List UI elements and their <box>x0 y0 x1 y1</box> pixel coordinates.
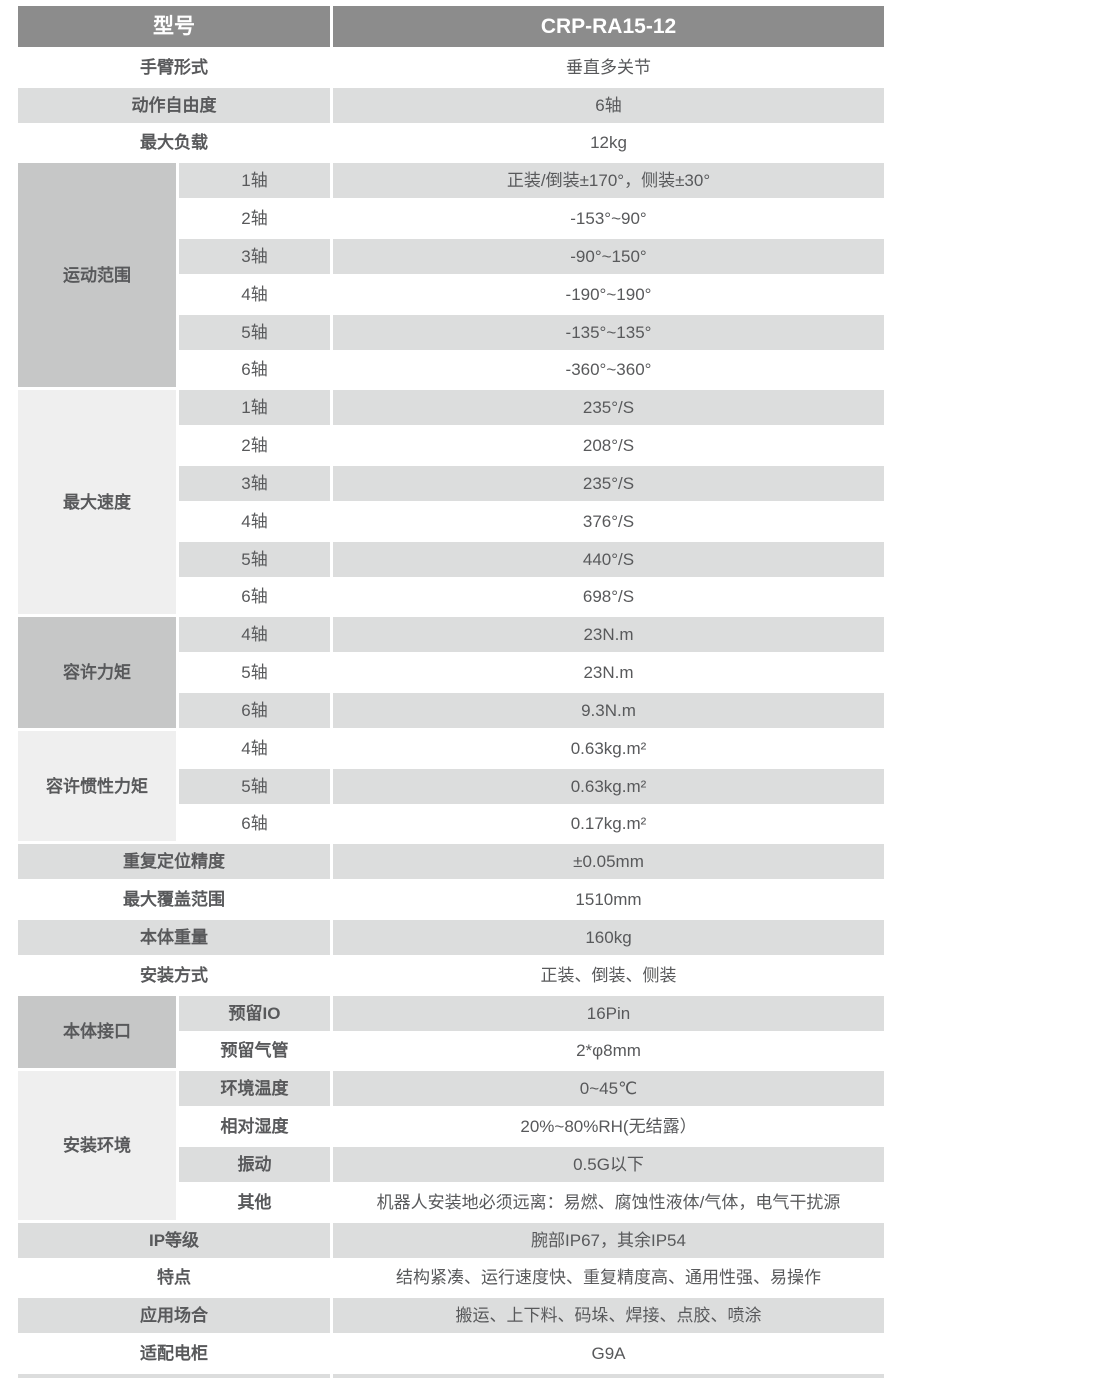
axis-label: 4轴 <box>241 738 268 758</box>
row-value: 0.17kg.m² <box>570 814 647 834</box>
row-value: 搬运、上下料、码垛、焊接、点胶、喷涂 <box>333 1298 884 1334</box>
row-label: 相对湿度 <box>220 1117 289 1137</box>
row-value: -153°~90° <box>570 209 647 229</box>
axis-label: 6轴 <box>179 692 330 728</box>
row-value: G9A <box>591 1343 626 1363</box>
row-value: ±0.05mm <box>333 844 884 880</box>
axis-label: 2轴 <box>241 436 268 456</box>
model-header-label: 型号 <box>18 6 330 47</box>
row-value: 0~45℃ <box>333 1071 884 1107</box>
row-label: 预留气管 <box>220 1041 289 1061</box>
row-label: 动作自由度 <box>18 87 330 123</box>
spec-table: 型号 CRP-RA15-12 手臂形式 垂直多关节 动作自由度 6轴 最大负载 … <box>18 6 884 1378</box>
row-value: 440°/S <box>333 541 884 577</box>
row-value: 20%~80%RH(无结露） <box>520 1117 697 1137</box>
row-label: 适配电柜 <box>140 1343 208 1363</box>
row-value: -190°~190° <box>565 284 652 304</box>
row-value: 23N.m <box>333 617 884 653</box>
row-value: -135°~135° <box>333 314 884 350</box>
axis-label: 5轴 <box>179 768 330 804</box>
row-value: 698°/S <box>582 587 635 607</box>
row-value: 结构紧凑、运行速度快、重复精度高、通用性强、易操作 <box>396 1268 821 1288</box>
row-value: 腕部IP67，其余IP54 <box>333 1222 884 1258</box>
axis-label: 1轴 <box>179 163 330 199</box>
axis-label: 5轴 <box>179 314 330 350</box>
row-value: 235°/S <box>333 390 884 426</box>
row-value: 235°/S <box>333 465 884 501</box>
row-value: 208°/S <box>582 436 635 456</box>
clipped-row-strip <box>333 1373 884 1378</box>
group-label-allowable-torque: 容许力矩 <box>18 617 176 728</box>
row-label: 振动 <box>179 1146 330 1182</box>
group-label-allowable-inertia: 容许惯性力矩 <box>18 730 176 842</box>
row-value: 160kg <box>333 919 884 955</box>
row-value: 正装/倒装±170°，侧装±30° <box>333 163 884 199</box>
axis-label: 3轴 <box>179 238 330 274</box>
row-label: 安装方式 <box>140 965 208 985</box>
row-label: IP等级 <box>18 1222 330 1258</box>
row-label: 最大覆盖范围 <box>123 890 225 910</box>
axis-label: 2轴 <box>241 209 268 229</box>
row-label: 本体重量 <box>18 919 330 955</box>
row-value: 0.5G以下 <box>333 1146 884 1182</box>
axis-label: 5轴 <box>241 663 268 683</box>
axis-label: 1轴 <box>179 390 330 426</box>
axis-label: 6轴 <box>241 360 268 380</box>
axis-label: 5轴 <box>179 541 330 577</box>
group-label-body-interface: 本体接口 <box>18 995 176 1069</box>
group-label-install-env: 安装环境 <box>18 1071 176 1220</box>
row-label: 其他 <box>237 1192 272 1212</box>
axis-label: 6轴 <box>241 587 268 607</box>
row-label: 应用场合 <box>18 1298 330 1334</box>
row-value: 6轴 <box>333 87 884 123</box>
row-value: 23N.m <box>583 663 634 683</box>
row-value: 垂直多关节 <box>566 57 651 77</box>
row-label: 环境温度 <box>179 1071 330 1107</box>
row-value: 9.3N.m <box>333 692 884 728</box>
row-value: 正装、倒装、侧装 <box>540 965 677 985</box>
row-value: 12kg <box>590 133 627 153</box>
group-label-max-speed: 最大速度 <box>18 390 176 615</box>
model-header-value: CRP-RA15-12 <box>333 6 884 47</box>
row-value: 376°/S <box>582 511 635 531</box>
row-value: -90°~150° <box>333 238 884 274</box>
row-value: 0.63kg.m² <box>570 738 647 758</box>
row-value: -360°~360° <box>565 360 652 380</box>
axis-label: 4轴 <box>179 617 330 653</box>
row-label: 手臂形式 <box>140 57 208 77</box>
row-value: 1510mm <box>575 890 642 910</box>
row-label: 特点 <box>157 1268 191 1288</box>
row-label: 重复定位精度 <box>18 844 330 880</box>
axis-label: 4轴 <box>241 284 268 304</box>
row-label: 预留IO <box>179 995 330 1031</box>
row-value: 2*φ8mm <box>576 1041 641 1061</box>
axis-label: 3轴 <box>179 465 330 501</box>
row-value: 0.63kg.m² <box>333 768 884 804</box>
row-value: 16Pin <box>333 995 884 1031</box>
axis-label: 6轴 <box>241 814 268 834</box>
row-value: 机器人安装地必须远离：易燃、腐蚀性液体/气体，电气干扰源 <box>376 1192 841 1212</box>
clipped-row-strip <box>18 1373 330 1378</box>
group-label-motion-range: 运动范围 <box>18 163 176 388</box>
axis-label: 4轴 <box>241 511 268 531</box>
row-label: 最大负载 <box>140 133 208 153</box>
